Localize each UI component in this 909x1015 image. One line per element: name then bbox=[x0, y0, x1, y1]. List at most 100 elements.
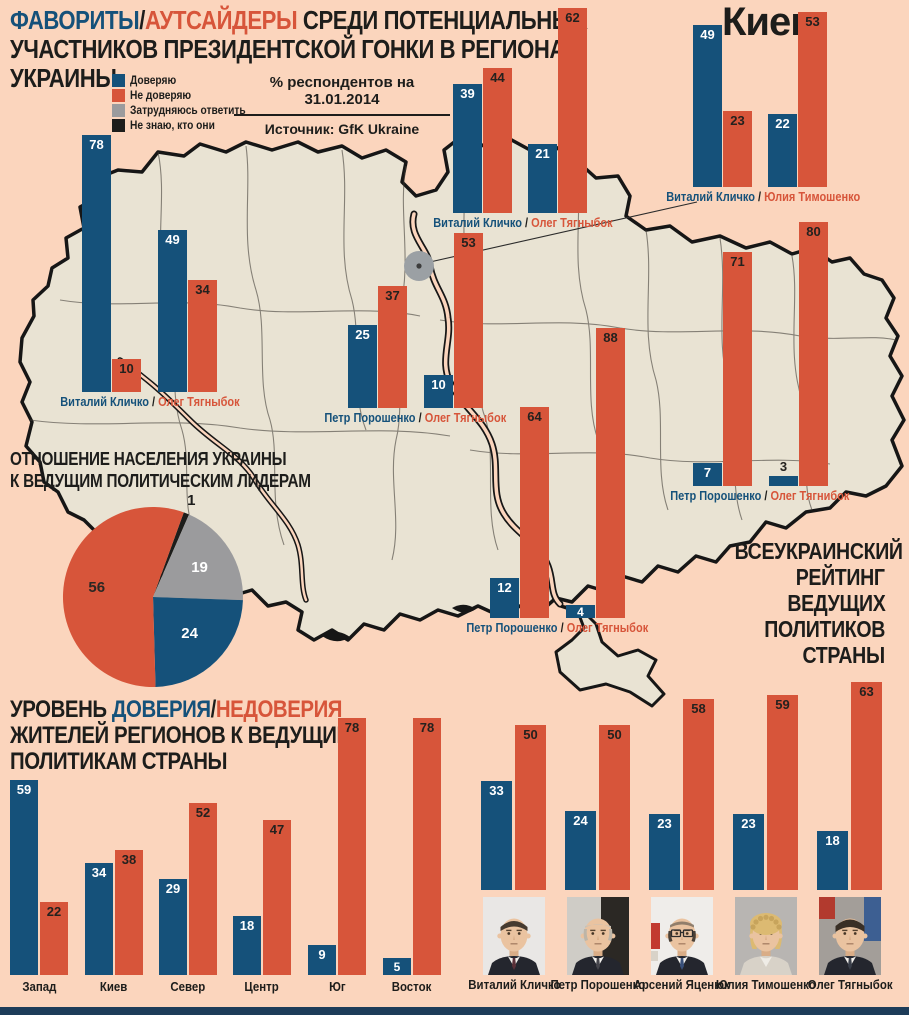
avatar-nose bbox=[597, 935, 599, 940]
bar-trust: 7 bbox=[693, 463, 722, 486]
bar-value: 18 bbox=[825, 833, 840, 848]
bar-value: 34 bbox=[195, 282, 210, 297]
bar-trust: 49 bbox=[158, 230, 187, 392]
pie-slice-distrust bbox=[62, 506, 184, 687]
title-line-1: ФАВОРИТЫ/АУТСАЙДЕРЫ СРЕДИ ПОТЕНЦИАЛЬНЫХ bbox=[10, 6, 689, 35]
bar-trust: 12 bbox=[490, 578, 519, 618]
bar-distrust: 52 bbox=[189, 803, 217, 975]
bar-value: 12 bbox=[497, 580, 512, 595]
region-chart-label: Виталий Кличко / Олег Тягныбок bbox=[373, 216, 673, 230]
bar-trust: 59 bbox=[10, 780, 38, 975]
region-axis-label-text: Запад bbox=[21, 979, 57, 994]
pie-value-label: 1 bbox=[187, 492, 196, 510]
region-chart-label-text: Виталий Кличко / Олег Тягныбок bbox=[433, 216, 612, 230]
bar-value: 23 bbox=[741, 816, 756, 831]
legend-label-text: Доверяю bbox=[130, 72, 177, 87]
bar-distrust: 59 bbox=[767, 695, 798, 890]
legend-item: Не доверяю bbox=[112, 88, 266, 102]
legend-label: Затрудняюсь ответить bbox=[130, 103, 266, 117]
bar-value: 88 bbox=[603, 330, 618, 345]
trust-swatch bbox=[112, 73, 125, 87]
unknown-swatch bbox=[112, 118, 125, 132]
undecided-swatch bbox=[112, 103, 125, 117]
title-part: / bbox=[139, 5, 145, 35]
avatar-nose bbox=[513, 935, 515, 940]
bar-value: 50 bbox=[607, 727, 622, 742]
politician-photo bbox=[567, 897, 629, 975]
bar-distrust: 50 bbox=[599, 725, 630, 890]
title-part: / bbox=[754, 190, 764, 204]
title-part: / bbox=[149, 395, 159, 409]
region-axis-label-text: Восток bbox=[392, 979, 432, 994]
region-axis-label: Юг bbox=[292, 979, 382, 994]
politician-name: Олег Тягныбок bbox=[790, 977, 909, 992]
bar-distrust: 22 bbox=[40, 902, 68, 975]
bar-value: 58 bbox=[691, 701, 706, 716]
region-axis-label-text: Юг bbox=[328, 979, 346, 994]
source-label: Источник: GfK Ukraine bbox=[264, 121, 420, 137]
bar-value: 71 bbox=[730, 254, 745, 269]
region-chart-label: Петр Порошенко / Олег Тягныбок bbox=[265, 411, 565, 425]
title-part: Юлия Тимошенко bbox=[763, 190, 860, 204]
bar-value: 53 bbox=[805, 14, 820, 29]
bar-value: 23 bbox=[730, 113, 745, 128]
bar-value: 62 bbox=[565, 10, 580, 25]
title-part: Петр Порошенко bbox=[324, 411, 416, 425]
bar-distrust: 64 bbox=[520, 407, 549, 618]
avatar-yatsenyuk bbox=[651, 897, 713, 975]
title-line-2: УЧАСТНИКОВ ПРЕЗИДЕНТСКОЙ ГОНКИ В РЕГИОНА… bbox=[10, 34, 580, 64]
legend-label-text: Не доверяю bbox=[130, 87, 192, 102]
source-divider bbox=[234, 114, 450, 116]
bar-trust: 78 bbox=[82, 135, 111, 392]
bar-trust: 18 bbox=[233, 916, 261, 975]
title-part: УРОВЕНЬ bbox=[10, 696, 112, 723]
bar-distrust: 47 bbox=[263, 820, 291, 975]
source-note: % респондентов на 31.01.2014 Источник: G… bbox=[234, 74, 450, 137]
bar-value: 3 bbox=[779, 459, 788, 474]
bar-trust: 18 bbox=[817, 831, 848, 890]
title-part: / bbox=[415, 411, 425, 425]
bar-trust: 5 bbox=[383, 958, 411, 975]
bar-trust: 34 bbox=[85, 863, 113, 975]
politician-name-text: Олег Тягныбок bbox=[807, 977, 893, 992]
politician-name-text: Виталий Кличко bbox=[467, 977, 561, 992]
bar-value: 63 bbox=[859, 684, 874, 699]
bar-distrust: 58 bbox=[683, 699, 714, 890]
title-part: АУТСАЙДЕРЫ bbox=[144, 5, 298, 35]
bar-distrust: 88 bbox=[596, 328, 625, 618]
bar-value: 52 bbox=[195, 805, 211, 820]
pie-value-label: 24 bbox=[181, 624, 198, 642]
bar-value: 18 bbox=[239, 918, 255, 933]
bar-value: 47 bbox=[269, 822, 285, 837]
bar-value: 59 bbox=[16, 782, 32, 797]
attitude-pie-chart bbox=[62, 506, 244, 687]
bar-value: 33 bbox=[489, 783, 504, 798]
bar-trust: 23 bbox=[649, 814, 680, 890]
bar-value: 59 bbox=[775, 697, 790, 712]
region-axis-label: Запад bbox=[0, 979, 84, 994]
bar-value: 49 bbox=[165, 232, 180, 247]
bar-value: 50 bbox=[523, 727, 538, 742]
bar-value: 4 bbox=[577, 605, 584, 619]
title-part: Олег Тягныбок bbox=[424, 411, 506, 425]
region-chart-label-text: Петр Порошенко / Олег Тягнибок bbox=[670, 489, 849, 503]
bar-distrust: 37 bbox=[378, 286, 407, 408]
legend-label: Не знаю, кто они bbox=[130, 118, 230, 132]
bar-value: 10 bbox=[431, 377, 446, 392]
bar-value: 44 bbox=[490, 70, 505, 85]
bar-trust: 10 bbox=[424, 375, 453, 408]
bar-value: 23 bbox=[657, 816, 672, 831]
bar-value: 37 bbox=[385, 288, 400, 303]
bar-value: 29 bbox=[165, 881, 181, 896]
title-part: Олег Тягныбок bbox=[531, 216, 613, 230]
bar-trust: 25 bbox=[348, 325, 377, 408]
region-axis-label: Север bbox=[143, 979, 233, 994]
bar-trust: 33 bbox=[481, 781, 512, 890]
bar-value: 5 bbox=[393, 960, 401, 974]
bar-trust: 9 bbox=[308, 945, 336, 975]
avatar-eyes bbox=[591, 932, 605, 935]
respondents-note: % респондентов на 31.01.2014 bbox=[269, 74, 415, 108]
avatar-klichko bbox=[483, 897, 545, 975]
avatar-poroshenko bbox=[567, 897, 629, 975]
